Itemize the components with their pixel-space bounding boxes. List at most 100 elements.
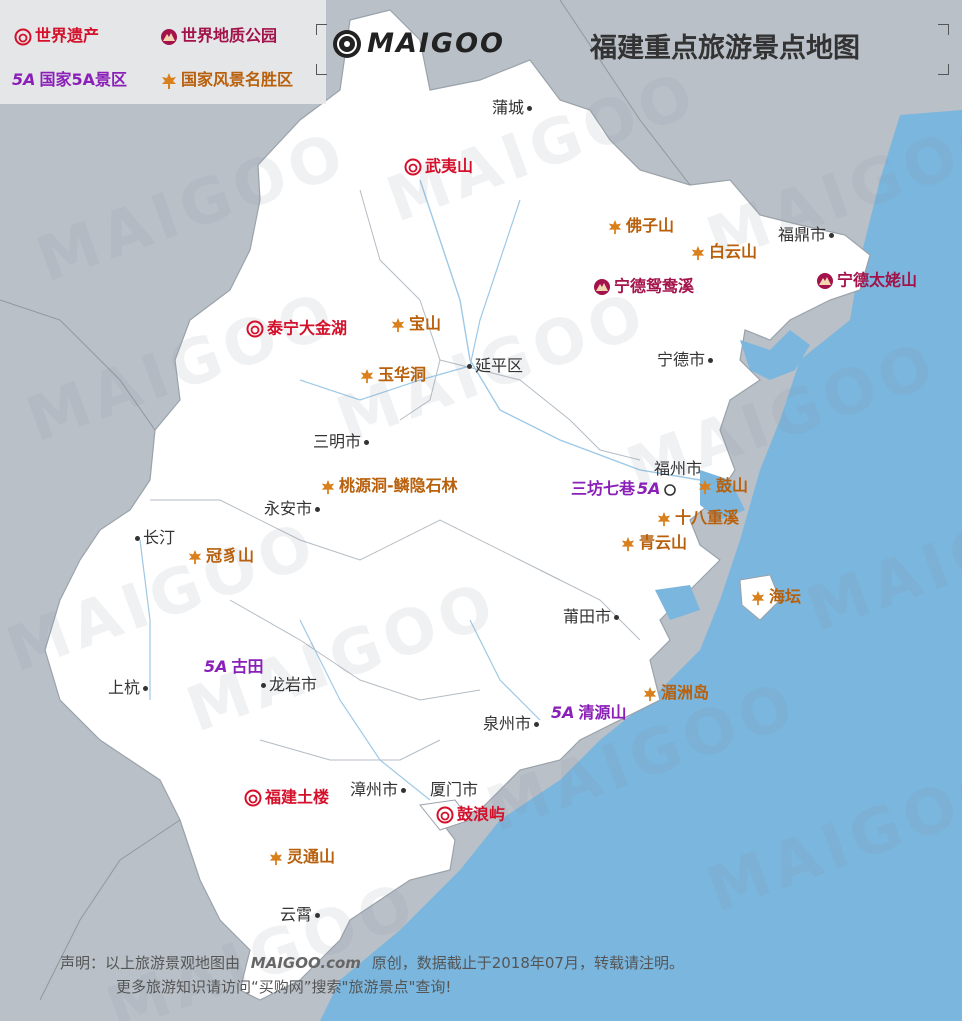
city-dot [401,788,407,793]
river [419,179,701,481]
maple-leaf-icon [751,590,765,605]
city-zhangzhou: 漳州市 [350,782,409,798]
city-fuzhou: 福州市 [654,459,703,478]
maple-leaf-icon [691,245,705,260]
city-boundary [439,359,641,461]
world-heritage-icon [14,28,32,45]
world-heritage-icon [436,806,454,824]
city-dot [829,233,835,238]
maple-leaf-icon [162,72,176,89]
geopark-icon [817,273,833,289]
fuzhou-city-marker-icon [663,483,676,496]
city-dot [467,364,472,369]
city-dot [135,536,140,541]
site-ningde-taimushan: 宁德太姥山 [816,272,917,290]
copyright-declaration-line1: 声明：以上旅游景观地图由 MAIGOO.com 原创，数据截止于2018年07月… [60,954,684,972]
site-gutian: 5A 古田 [204,657,264,676]
river [299,365,471,401]
maigoo-logo-icon [333,29,361,58]
city-shanghang: 上杭 [108,680,151,696]
city-quanzhou: 泉州市 [483,716,542,732]
maple-leaf-icon [188,549,202,564]
title-frame-corner [316,24,327,35]
fujian-province [44,9,871,1001]
site-fujian-tulou: 福建土楼 [244,789,329,807]
geopark-icon [594,279,610,295]
maple-leaf-icon [608,219,622,234]
city-dot [614,615,620,620]
city-putian: 莆田市 [563,609,622,625]
city-xiamen: 厦门市 [430,780,479,799]
5a-badge-icon: 5A [12,70,36,89]
province-border [559,0,691,186]
title-frame-corner [938,24,949,35]
coastal-bay [700,470,745,520]
maple-leaf-icon [269,850,283,865]
map-legend: 世界遗产 世界地质公园 5A 国家5A景区 国家风景名胜区 [0,0,326,104]
city-longyan: 龙岩市 [258,677,317,693]
legend-heritage: 世界遗产 [14,22,99,46]
coastal-bay [740,330,810,380]
city-dot [261,683,266,688]
river [469,199,521,367]
logo-wordmark: MAIGOO [367,28,505,59]
site-lingtongshan: 灵通山 [268,849,335,866]
maple-leaf-icon [643,686,657,701]
site-fozishan: 佛子山 [607,218,674,235]
city-yanping: 延平区 [464,358,523,374]
city-boundary [359,189,441,421]
city-pucheng: 蒲城 [492,100,535,116]
site-taining-dajinhu: 泰宁大金湖 [246,320,347,338]
city-ningde: 宁德市 [657,352,716,368]
site-guanzhaishan: 冠豸山 [187,548,254,565]
site-taoyuandong: 桃源洞-鳞隐石林 [320,478,458,495]
city-sanming: 三明市 [313,434,372,450]
province-border [39,819,181,1001]
city-yongan: 永安市 [264,501,323,517]
maple-leaf-icon [657,511,671,526]
geopark-icon [161,28,177,45]
maple-leaf-icon [321,479,335,494]
site-baiyunshan: 白云山 [690,244,757,261]
river [299,619,431,801]
river [469,619,541,721]
city-boundary [229,599,481,701]
maple-leaf-icon [360,368,374,383]
city-yunxiao: 云霄 [280,907,323,923]
site-haitan: 海坛 [750,589,801,606]
world-heritage-icon [244,789,262,807]
legend-geopark: 世界地质公园 [160,22,277,46]
title-frame-corner [316,64,327,75]
site-qingyuanshan: 5A 清源山 [551,703,627,722]
site-meizhoudao: 湄洲岛 [642,685,709,702]
city-dot [534,722,540,727]
city-changting: 长汀 [132,530,175,546]
city-dot [364,440,370,445]
5a-badge-icon: 5A [551,703,575,722]
legend-geopark-label: 世界地质公园 [181,26,278,45]
maple-leaf-icon [621,536,635,551]
map-title: 福建重点旅游景点地图 [590,33,860,64]
legend-scenic-label: 国家风景名胜区 [181,70,294,89]
city-boundary [259,739,441,761]
city-dot [143,686,149,691]
site-yuhuadong: 玉华洞 [359,367,426,384]
city-dot [708,358,714,363]
city-boundary [539,569,641,641]
site-wuyishan: 武夷山 [404,158,473,176]
site-gushan: 鼓山 [697,478,748,495]
legend-5a-label: 国家5A景区 [39,70,128,89]
5a-badge-icon: 5A [637,479,661,498]
site-shibachongxi: 十八重溪 [656,510,739,527]
site-baoshan: 宝山 [390,316,441,333]
copyright-declaration-line2: 更多旅游知识请访问“买购网”搜索"旅游景点"查询! [116,978,452,996]
city-dot [315,507,321,512]
maple-leaf-icon [391,317,405,332]
maigoo-logo: MAIGOO [332,28,505,59]
xiamen-island [419,799,471,831]
legend-5a: 5A 国家5A景区 [12,66,127,90]
legend-scenic: 国家风景名胜区 [160,66,293,90]
site-gulangyu: 鼓浪屿 [436,806,505,824]
